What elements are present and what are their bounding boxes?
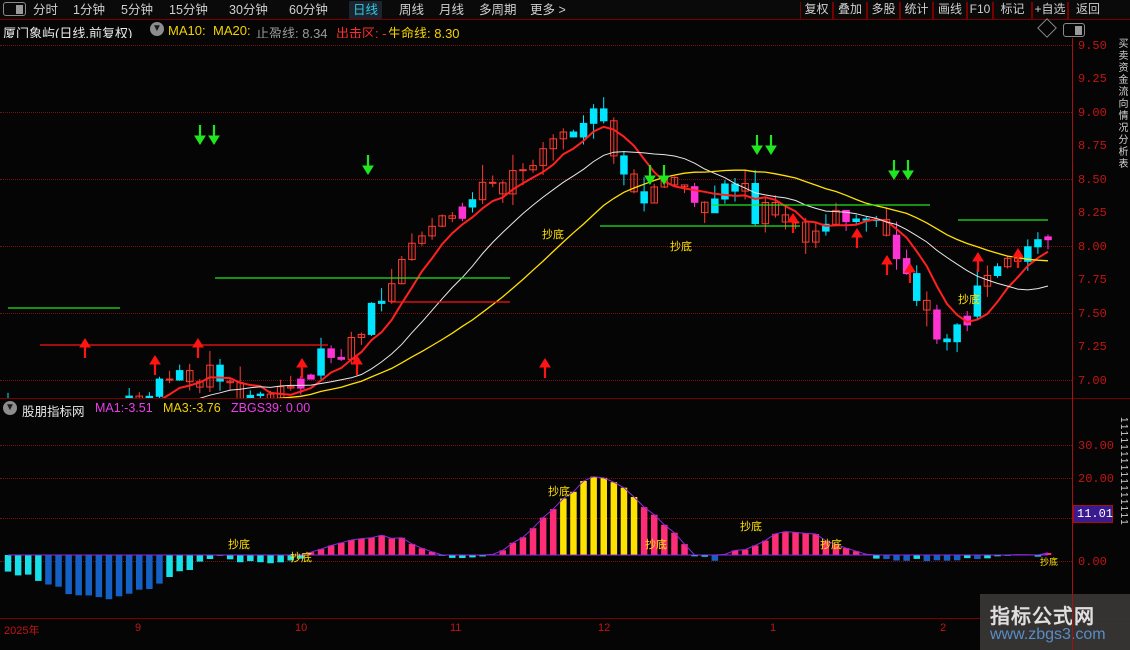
svg-text:抄底: 抄底 xyxy=(820,537,842,551)
svg-text:抄底: 抄底 xyxy=(740,519,762,533)
svg-text:抄底: 抄底 xyxy=(228,537,250,551)
svg-text:抄底: 抄底 xyxy=(290,550,312,564)
svg-text:抄底: 抄底 xyxy=(542,227,564,241)
svg-text:抄底: 抄底 xyxy=(645,537,667,551)
svg-text:抄底: 抄底 xyxy=(548,484,570,498)
svg-text:抄底: 抄底 xyxy=(670,239,692,253)
svg-text:抄底: 抄底 xyxy=(1040,556,1058,567)
svg-text:抄底: 抄底 xyxy=(958,292,980,306)
